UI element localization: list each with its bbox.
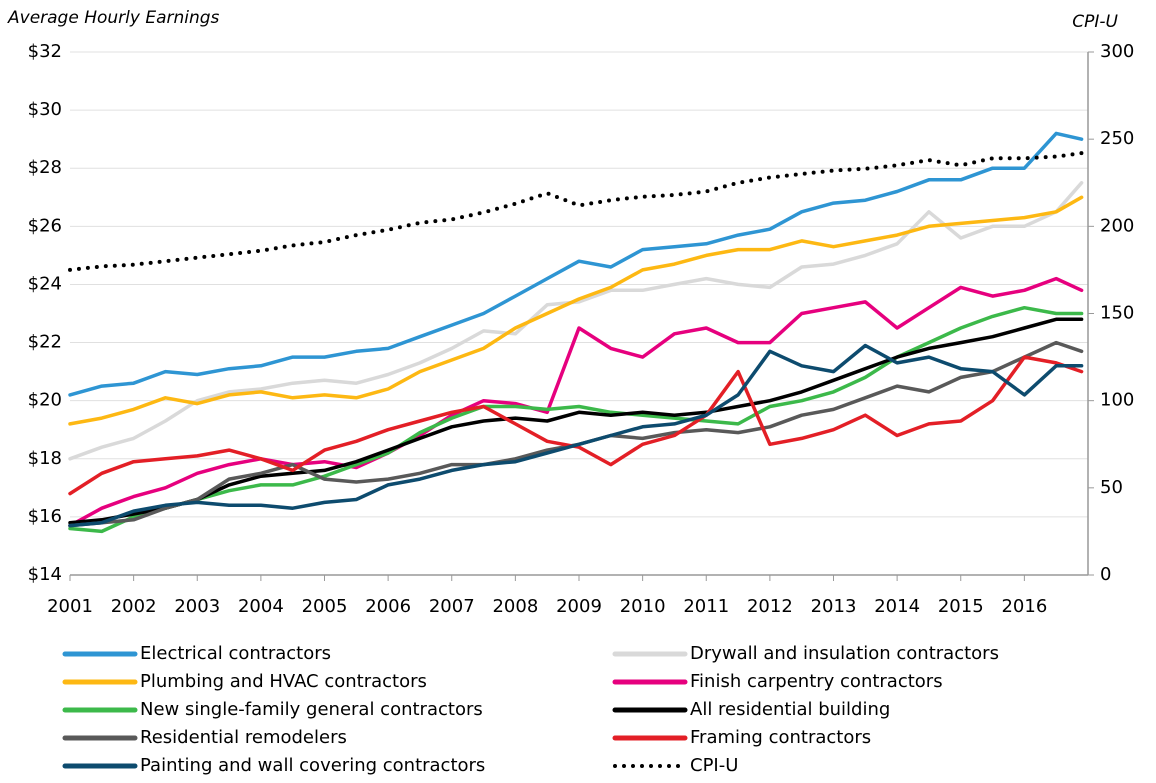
series-line <box>68 343 1084 528</box>
legend-label: Residential remodelers <box>140 727 347 748</box>
x-tick-label: 2005 <box>302 596 348 617</box>
y2-tick-label: 150 <box>1100 303 1134 324</box>
series-line <box>68 305 1084 534</box>
x-tick-label: 2008 <box>492 596 538 617</box>
series-line <box>68 181 1084 461</box>
series-line <box>68 195 1084 426</box>
x-tick-label: 2002 <box>111 596 157 617</box>
y-axis-title: Average Hourly Earnings <box>7 8 220 28</box>
series-line <box>68 317 1084 525</box>
legend-label: Framing contractors <box>690 727 871 748</box>
y-tick-label: $24 <box>28 273 62 294</box>
y-tick-label: $26 <box>28 215 62 236</box>
x-tick-label: 2014 <box>874 596 920 617</box>
x-tick-label: 2006 <box>365 596 411 617</box>
legend-label: Plumbing and HVAC contractors <box>140 671 427 692</box>
x-tick-label: 2011 <box>683 596 729 617</box>
y-tick-label: $28 <box>28 157 62 178</box>
series-line <box>68 355 1084 496</box>
series-line <box>68 131 1084 397</box>
x-tick-label: 2003 <box>174 596 220 617</box>
legend-label: CPI-U <box>690 755 738 776</box>
legend-label: Painting and wall covering contractors <box>140 755 485 776</box>
y2-axis-title: CPI-U <box>1072 12 1118 32</box>
x-tick-label: 2013 <box>811 596 857 617</box>
series-line <box>68 151 1084 272</box>
y-tick-label: $16 <box>28 506 62 527</box>
x-tick-label: 2007 <box>429 596 475 617</box>
y2-tick-label: 200 <box>1100 215 1134 236</box>
y-tick-label: $14 <box>28 564 62 585</box>
y2-tick-label: 50 <box>1100 477 1123 498</box>
legend-label: Electrical contractors <box>140 643 331 664</box>
x-tick-label: 2015 <box>938 596 984 617</box>
x-tick-label: 2012 <box>747 596 793 617</box>
x-tick-label: 2016 <box>1001 596 1047 617</box>
y-tick-label: $18 <box>28 448 62 469</box>
x-tick-label: 2004 <box>238 596 284 617</box>
legend-label: New single-family general contractors <box>140 699 483 720</box>
y2-tick-label: 250 <box>1100 128 1134 149</box>
y-tick-label: $22 <box>28 332 62 353</box>
x-tick-label: 2010 <box>620 596 666 617</box>
y-tick-label: $20 <box>28 390 62 411</box>
y-tick-label: $30 <box>28 99 62 120</box>
legend-label: Finish carpentry contractors <box>690 671 943 692</box>
y2-tick-label: 0 <box>1100 564 1111 585</box>
y2-tick-label: 300 <box>1100 41 1134 62</box>
y-tick-label: $32 <box>28 41 62 62</box>
x-tick-label: 2009 <box>556 596 602 617</box>
legend-label: Drywall and insulation contractors <box>690 643 999 664</box>
x-tick-label: 2001 <box>47 596 93 617</box>
legend-label: All residential building <box>690 699 890 720</box>
series-line <box>68 276 1084 528</box>
y2-tick-label: 100 <box>1100 390 1134 411</box>
